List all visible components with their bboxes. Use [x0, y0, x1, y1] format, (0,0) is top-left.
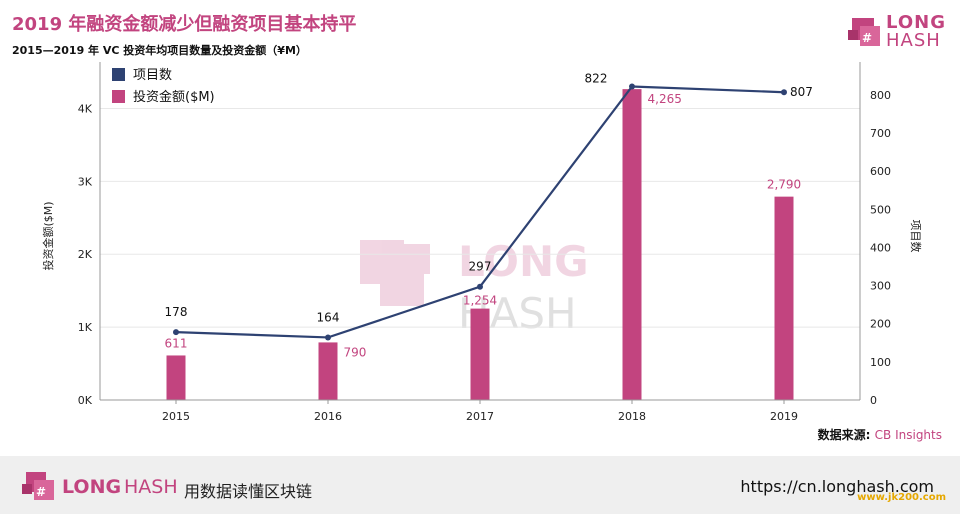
y-tick-label: 1K	[78, 321, 93, 334]
line-series	[173, 83, 787, 341]
y-tick-label: 3K	[78, 175, 93, 188]
footer-url[interactable]: https://cn.longhash.com	[740, 477, 934, 496]
longhash-logo: # LONG HASH	[848, 12, 945, 52]
line-point	[477, 283, 483, 290]
y-tick-label: 2K	[78, 248, 93, 261]
y-axis-title: 投资金额($M)	[41, 201, 55, 270]
axes: 0K 1K 2K 3K 4K 0 100 200 300 400 500 600 700 800 2015 2…	[41, 62, 922, 423]
line-value-label: 807	[790, 85, 813, 99]
longhash-logo-icon: #	[848, 18, 880, 46]
footer: # LONG HASH 用数据读懂区块链 https://cn.longhash…	[0, 456, 960, 514]
bar-value-label: 1,254	[463, 294, 497, 308]
x-tick-label: 2018	[618, 410, 646, 423]
chart: LONG HASH 0K 1K 2K 3K 4K 0 100 200 300 400 500 600 7…	[41, 62, 922, 423]
bar	[166, 355, 186, 400]
y2-tick-label: 800	[870, 89, 891, 102]
chart-subtitle: 2015—2019 年 VC 投资年均项目数量及投资金额（¥M）	[12, 44, 307, 57]
y-tick-label: 4K	[78, 102, 93, 115]
legend-label: 投资金额($M)	[133, 89, 215, 105]
line-value-label: 297	[469, 260, 492, 274]
y2-tick-label: 600	[870, 165, 891, 178]
x-tick-label: 2016	[314, 410, 342, 423]
logo-text-long: LONG	[886, 12, 946, 33]
y2-tick-label: 300	[870, 280, 891, 293]
y-tick-label: 0K	[78, 394, 93, 407]
chart-title: 2019 年融资金额减少但融资项目基本持平	[12, 14, 357, 35]
line-value-label: 164	[317, 310, 340, 324]
svg-text:#: #	[36, 485, 46, 499]
data-source: 数据来源: CB Insights	[818, 426, 942, 443]
svg-text:#: #	[862, 31, 872, 45]
footer-slogan: 用数据读懂区块链	[184, 482, 313, 501]
y2-tick-label: 700	[870, 127, 891, 140]
line-point	[173, 329, 179, 336]
legend-label: 项目数	[133, 68, 172, 83]
bar	[470, 308, 490, 400]
bar-value-label: 4,265	[648, 92, 682, 106]
bar-value-label: 2,790	[767, 178, 801, 192]
line-value-label: 178	[165, 305, 188, 319]
logo-text-hash: HASH	[886, 30, 941, 51]
line-value-label: 822	[585, 71, 608, 85]
line-point	[781, 89, 787, 96]
source-name: CB Insights	[874, 428, 942, 442]
footer-brand-long: LONG	[62, 476, 122, 498]
bar	[774, 196, 794, 400]
x-tick-label: 2015	[162, 410, 190, 423]
bar-value-label: 611	[165, 336, 188, 350]
y2-tick-label: 0	[870, 394, 877, 407]
y2-axis-title: 项目数	[909, 220, 922, 253]
bar-value-label: 790	[344, 345, 367, 359]
x-tick-label: 2017	[466, 410, 494, 423]
source-label: 数据来源:	[817, 428, 871, 442]
y2-tick-label: 500	[870, 203, 891, 216]
bar-series	[166, 89, 794, 400]
y2-tick-label: 100	[870, 356, 891, 369]
legend-swatch	[112, 90, 125, 103]
footer-site-watermark: www.jk200.com	[857, 492, 946, 503]
line-point	[629, 83, 635, 90]
watermark-long: LONG	[458, 237, 589, 286]
y2-tick-label: 200	[870, 318, 891, 331]
bar	[318, 342, 338, 400]
data-labels: 611 790 1,254 4,265 2,790 178 164 297 822 807	[165, 71, 813, 359]
line-point	[325, 334, 331, 341]
bar	[622, 89, 642, 400]
legend-swatch	[112, 68, 125, 81]
background-watermark: LONG HASH	[360, 237, 589, 338]
y2-tick-label: 400	[870, 241, 891, 254]
footer-logo-icon: #	[22, 472, 54, 500]
footer-brand-hash: HASH	[124, 476, 178, 498]
x-tick-label: 2019	[770, 410, 798, 423]
